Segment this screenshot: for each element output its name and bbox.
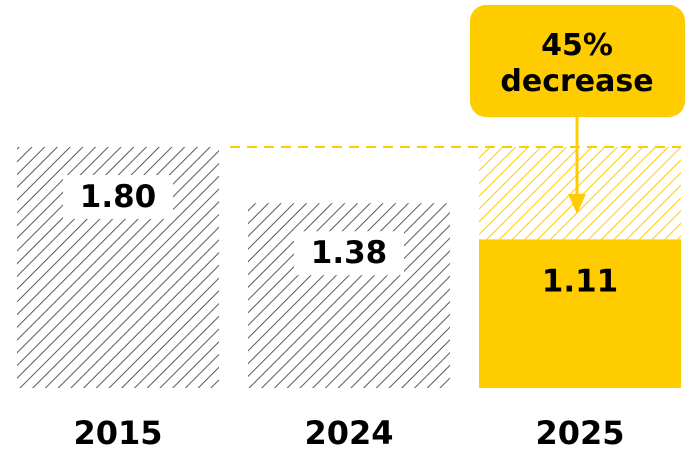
bar-2025 xyxy=(479,239,681,388)
value-label-2025: 1.11 xyxy=(542,263,619,299)
x-tick-label-2015: 2015 xyxy=(73,414,162,449)
x-tick-label-2024: 2024 xyxy=(304,414,393,449)
callout-text-percent: 45% xyxy=(541,28,613,63)
value-label-2024: 1.38 xyxy=(311,235,388,271)
value-label-bg-2015 xyxy=(63,175,173,219)
callout-text-decrease: decrease xyxy=(500,64,653,99)
value-label-2015: 1.80 xyxy=(80,179,157,215)
callout-box xyxy=(470,5,685,117)
bar-2024 xyxy=(248,203,450,388)
bar-2025-reference-hatch xyxy=(479,147,681,240)
callout-arrow-head-icon xyxy=(568,194,586,214)
x-tick-label-2025: 2025 xyxy=(535,414,624,449)
value-label-bg-2024 xyxy=(294,231,404,276)
